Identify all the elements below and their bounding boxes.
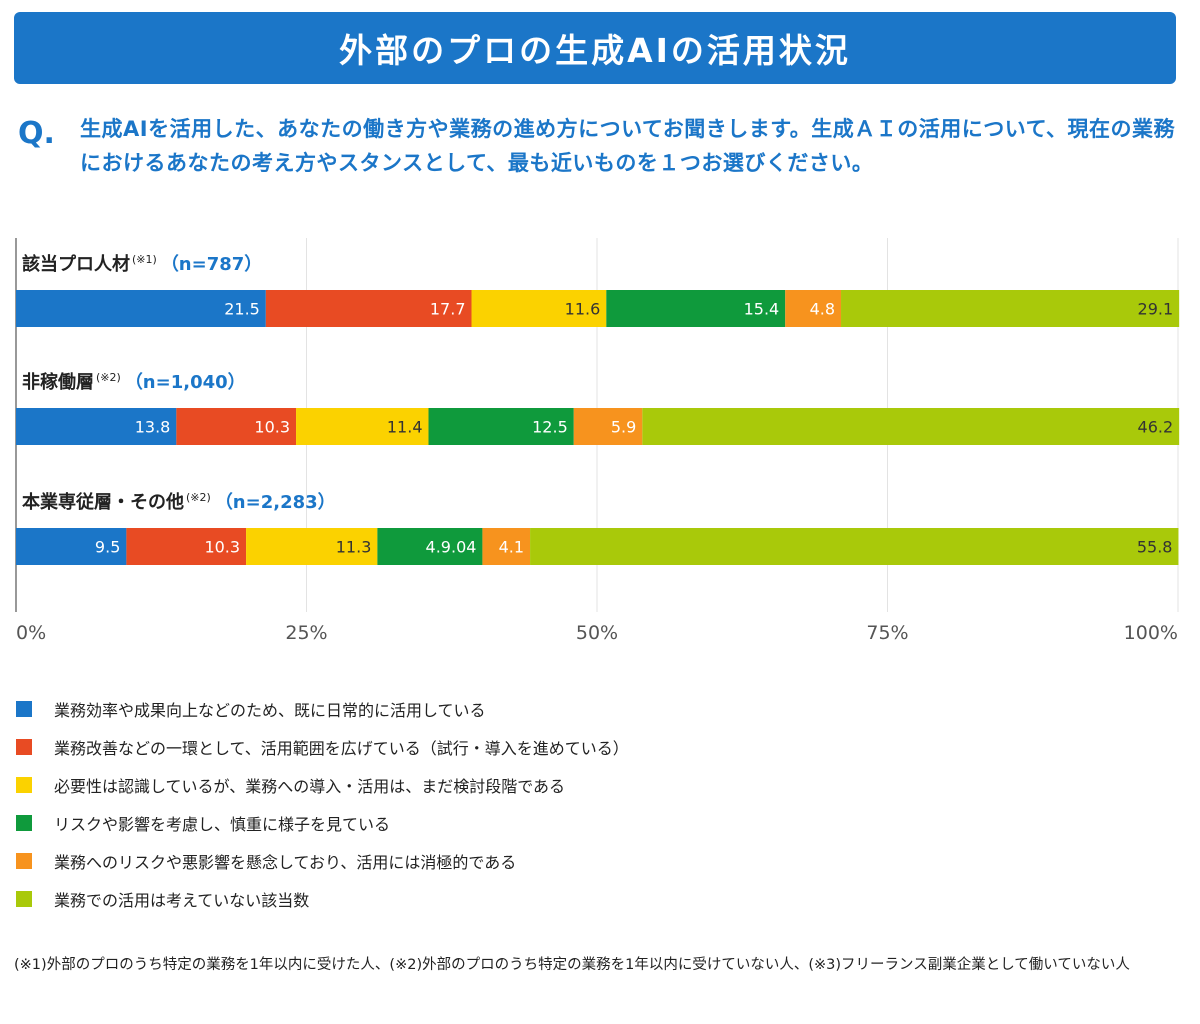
data-label: 4.1 bbox=[499, 538, 524, 557]
data-label: 29.1 bbox=[1138, 300, 1174, 319]
question-block: Q. 生成AIを活用した、あなたの働き方や業務の進め方についてお聞きします。生成… bbox=[14, 112, 1190, 192]
chart-title: 外部のプロの生成AIの活用状況 bbox=[339, 31, 851, 70]
x-tick-label: 50% bbox=[576, 622, 618, 644]
data-label: 13.8 bbox=[135, 418, 171, 437]
x-tick-label: 100% bbox=[1124, 622, 1178, 644]
legend-label: 業務効率や成果向上などのため、既に日常的に活用している bbox=[54, 701, 486, 720]
category-label: 本業専従層・その他 (※2) （n=2,283） bbox=[22, 491, 336, 513]
bar-segment bbox=[246, 528, 378, 565]
legend-item: 業務での活用は考えていない該当数 bbox=[16, 880, 1016, 918]
question-text: 生成AIを活用した、あなたの働き方や業務の進め方についてお聞きします。生成ＡＩの… bbox=[80, 117, 1176, 175]
x-tick-label: 75% bbox=[866, 622, 908, 644]
bar-segment bbox=[606, 290, 786, 327]
bar-segment bbox=[265, 290, 472, 327]
data-label: 11.4 bbox=[387, 418, 423, 437]
data-label: 12.5 bbox=[532, 418, 568, 437]
bar-segment bbox=[126, 528, 247, 565]
bar-segment bbox=[482, 528, 531, 565]
bar-segment bbox=[296, 408, 429, 445]
data-label: 5.9 bbox=[611, 418, 636, 437]
data-label: 4.9.04 bbox=[426, 538, 477, 557]
legend-swatch bbox=[16, 701, 32, 717]
data-label: 10.3 bbox=[254, 418, 290, 437]
data-label: 21.5 bbox=[224, 300, 260, 319]
legend-label: 業務へのリスクや悪影響を懸念しており、活用には消極的である bbox=[54, 853, 517, 872]
data-label: 11.6 bbox=[565, 300, 601, 319]
bar-segment bbox=[16, 408, 177, 445]
category-label: 非稼働層 (※2) （n=1,040） bbox=[22, 371, 246, 393]
data-label: 9.5 bbox=[95, 538, 120, 557]
legend-label: 業務改善などの一環として、活用範囲を広げている（試行・導入を進めている） bbox=[54, 739, 629, 758]
legend-item: 必要性は認識しているが、業務への導入・活用は、まだ検討段階である bbox=[16, 766, 1016, 804]
legend-label: 必要性は認識しているが、業務への導入・活用は、まだ検討段階である bbox=[54, 777, 566, 796]
bar-segment bbox=[428, 408, 574, 445]
title-banner: 外部のプロの生成AIの活用状況 bbox=[14, 12, 1176, 84]
legend-swatch bbox=[16, 777, 32, 793]
bar-segment bbox=[785, 290, 842, 327]
stacked-bar-chart: 0% 25% 50% 75% 100% 該当プロ人材 (※1) （n=787） 21.5 17.7… bbox=[15, 238, 1180, 644]
bar-segment bbox=[377, 528, 483, 565]
x-tick-label: 25% bbox=[285, 622, 327, 644]
legend-item: 業務へのリスクや悪影響を懸念しており、活用には消極的である bbox=[16, 842, 1016, 880]
footnote: (※1)外部のプロのうち特定の業務を1年以内に受けた人、(※2)外部のプロのうち… bbox=[14, 957, 1130, 973]
legend-label: 業務での活用は考えていない該当数 bbox=[54, 891, 310, 910]
data-label: 46.2 bbox=[1138, 418, 1174, 437]
data-label: 55.8 bbox=[1137, 538, 1173, 557]
legend-item: リスクや影響を考慮し、慎重に様子を見ている bbox=[16, 804, 1016, 842]
bar-segment bbox=[16, 528, 127, 565]
chart-legend: 業務効率や成果向上などのため、既に日常的に活用している業務改善などの一環として、… bbox=[16, 690, 1016, 918]
data-label: 4.8 bbox=[810, 300, 835, 319]
data-label: 15.4 bbox=[744, 300, 780, 319]
bar-segment bbox=[471, 290, 607, 327]
bar-segment bbox=[176, 408, 297, 445]
legend-label: リスクや影響を考慮し、慎重に様子を見ている bbox=[54, 815, 391, 834]
question-mark: Q. bbox=[18, 116, 55, 151]
bar-segment bbox=[16, 290, 266, 327]
category-label: 該当プロ人材 (※1) （n=787） bbox=[22, 253, 262, 275]
legend-item: 業務効率や成果向上などのため、既に日常的に活用している bbox=[16, 690, 1016, 728]
bar-segment bbox=[530, 528, 1179, 565]
legend-swatch bbox=[16, 853, 32, 869]
legend-swatch bbox=[16, 891, 32, 907]
bar-segment bbox=[642, 408, 1180, 445]
data-label: 10.3 bbox=[204, 538, 240, 557]
legend-item: 業務改善などの一環として、活用範囲を広げている（試行・導入を進めている） bbox=[16, 728, 1016, 766]
bar-segment bbox=[573, 408, 643, 445]
data-label: 17.7 bbox=[430, 300, 466, 319]
bar-segment bbox=[841, 290, 1180, 327]
legend-swatch bbox=[16, 815, 32, 831]
data-label: 11.3 bbox=[336, 538, 372, 557]
x-tick-label: 0% bbox=[16, 622, 46, 644]
legend-swatch bbox=[16, 739, 32, 755]
